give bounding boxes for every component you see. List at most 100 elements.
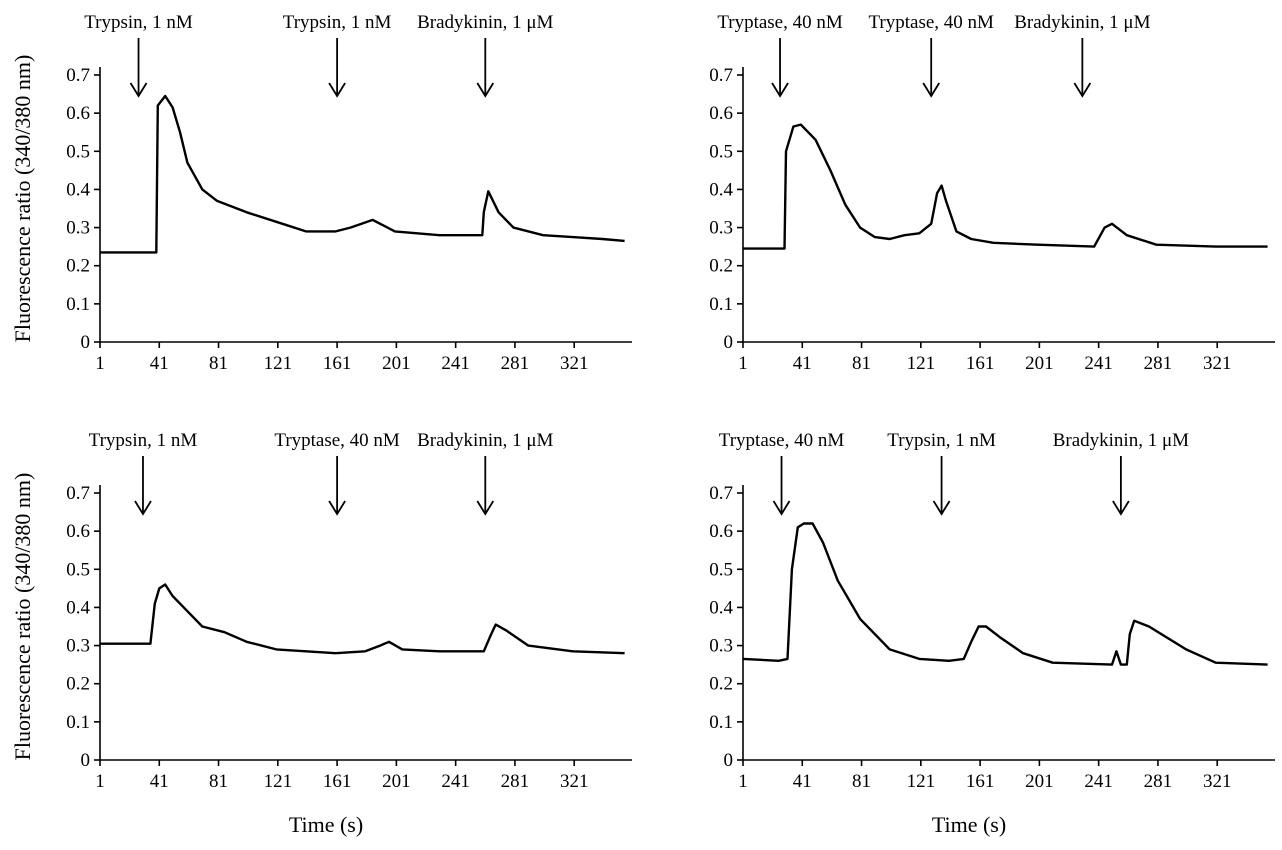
stimulus-annotation: Trypsin, 1 nM: [887, 430, 996, 516]
stimulus-annotation: Trypsin, 1 nM: [84, 12, 193, 98]
x-tick-label: 41: [150, 771, 169, 792]
panel-top-left: 0 0.1 0.2 0.3 0.4 0.5 0.6 0.7 1 41 81 121 161 201 241 2…: [10, 12, 632, 374]
y-tick-label: 0.7: [709, 483, 733, 504]
y-tick-label: 0.1: [66, 294, 90, 315]
y-tick-label: 0.5: [66, 141, 90, 162]
x-tick-label: 241: [441, 353, 470, 374]
arrow-head: [129, 82, 148, 98]
y-tick-label: 0.2: [709, 674, 733, 695]
y-tick-label: 0.6: [709, 521, 733, 542]
stimulus-label: Tryptase, 40 nM: [868, 12, 994, 33]
fluorescence-trace: [743, 123, 1268, 250]
panel-bottom-right: 0 0.1 0.2 0.3 0.4 0.5 0.6 0.7 1 41 81 121 161 201 241 2…: [709, 430, 1275, 837]
x-tick-label: 1: [95, 771, 105, 792]
y-tick-label: 0.5: [66, 559, 90, 580]
arrow-head: [771, 82, 789, 98]
y-tick-label: 0.3: [66, 636, 90, 657]
x-tick-label: 121: [264, 771, 293, 792]
x-tick-label: 321: [560, 771, 589, 792]
x-tick-label: 321: [1203, 771, 1232, 792]
y-tick-label: 0.7: [709, 65, 733, 86]
y-tick-label: 0.5: [709, 559, 733, 580]
y-tick-label: 0.6: [709, 103, 733, 124]
x-tick-label: 121: [907, 771, 936, 792]
stimulus-label: Tryptase, 40 nM: [274, 430, 400, 451]
y-tick-label: 0.4: [709, 597, 733, 618]
x-tick-label: 81: [209, 771, 228, 792]
y-tick-label: 0.4: [66, 597, 90, 618]
y-tick-label: 0: [81, 750, 91, 771]
y-tick-label: 0: [724, 750, 734, 771]
panel-top-right: 0 0.1 0.2 0.3 0.4 0.5 0.6 0.7 1 41 81 121 161 201 241 2…: [709, 12, 1275, 374]
stimulus-label: Trypsin, 1 nM: [84, 12, 193, 33]
x-tick-label: 161: [966, 771, 995, 792]
y-tick-label: 0.2: [66, 674, 90, 695]
fluorescence-trace: [100, 583, 625, 655]
x-tick-label: 121: [907, 353, 936, 374]
stimulus-annotation: Bradykinin, 1 μM: [417, 430, 554, 516]
x-tick-label: 281: [1144, 771, 1173, 792]
y-tick-label: 0.2: [66, 256, 90, 277]
stimulus-label: Bradykinin, 1 μM: [417, 12, 553, 33]
x-tick-label: 281: [1144, 353, 1173, 374]
arrow-head: [932, 500, 951, 516]
y-tick-label: 0: [81, 332, 91, 353]
y-tick-label: 0.4: [709, 179, 733, 200]
stimulus-annotation: Bradykinin, 1 μM: [1014, 12, 1151, 98]
x-tick-label: 41: [150, 353, 169, 374]
x-tick-label: 161: [966, 353, 995, 374]
stimulus-label: Trypsin, 1 nM: [89, 430, 198, 451]
arrow-head: [476, 500, 495, 516]
y-tick-label: 0.7: [66, 483, 90, 504]
x-tick-label: 41: [793, 353, 812, 374]
x-tick-label: 41: [793, 771, 812, 792]
x-tick-label: 81: [852, 771, 871, 792]
arrow-head: [134, 500, 152, 516]
stimulus-annotation: Tryptase, 40 nM: [868, 12, 994, 98]
x-tick-label: 321: [1203, 353, 1232, 374]
stimulus-annotation: Trypsin, 1 nM: [89, 430, 198, 516]
y-tick-label: 0.2: [709, 256, 733, 277]
arrow-head: [1073, 82, 1092, 98]
stimulus-label: Bradykinin, 1 μM: [417, 430, 553, 451]
stimulus-annotation: Trypsin, 1 nM: [283, 12, 391, 98]
y-tick-label: 0.3: [66, 218, 90, 239]
x-tick-label: 81: [852, 353, 871, 374]
x-tick-label: 1: [738, 771, 748, 792]
x-tick-label: 121: [264, 353, 293, 374]
stimulus-label: Bradykinin, 1 μM: [1014, 12, 1150, 33]
y-tick-label: 0.7: [66, 65, 90, 86]
y-tick-label: 0.3: [709, 636, 733, 657]
x-tick-label: 241: [1084, 353, 1113, 374]
x-tick-label: 201: [382, 771, 411, 792]
stimulus-annotation: Tryptase, 40 nM: [717, 12, 843, 98]
x-tick-label: 201: [1025, 353, 1054, 374]
y-tick-label: 0.4: [66, 179, 90, 200]
arrow-head: [328, 500, 346, 516]
x-tick-label: 161: [323, 353, 352, 374]
panel-bottom-left: 0 0.1 0.2 0.3 0.4 0.5 0.6 0.7 1 41 81 121 161 201 241 2…: [10, 430, 632, 837]
arrow-head: [772, 500, 791, 516]
y-tick-label: 0.6: [66, 103, 90, 124]
x-tick-label: 281: [501, 353, 530, 374]
arrow-head: [922, 82, 940, 98]
x-tick-label: 241: [1084, 771, 1113, 792]
y-tick-label: 0.6: [66, 521, 90, 542]
y-tick-label: 0.1: [709, 712, 733, 733]
x-tick-label: 241: [441, 771, 470, 792]
y-tick-label: 0.1: [709, 294, 733, 315]
stimulus-annotation: Bradykinin, 1 μM: [1053, 430, 1189, 516]
stimulus-label: Tryptase, 40 nM: [717, 12, 843, 33]
x-tick-label: 201: [1025, 771, 1054, 792]
x-tick-label: 201: [382, 353, 411, 374]
y-tick-label: 0.1: [66, 712, 90, 733]
y-tick-label: 0: [724, 332, 734, 353]
fluorescence-trace: [742, 522, 1268, 666]
x-tick-label: 81: [209, 353, 228, 374]
stimulus-label: Trypsin, 1 nM: [887, 430, 996, 451]
arrow-head: [328, 82, 346, 98]
arrow-head: [1112, 500, 1130, 516]
stimulus-annotation: Tryptase, 40 nM: [274, 430, 400, 516]
x-axis-label: Time (s): [289, 812, 363, 837]
